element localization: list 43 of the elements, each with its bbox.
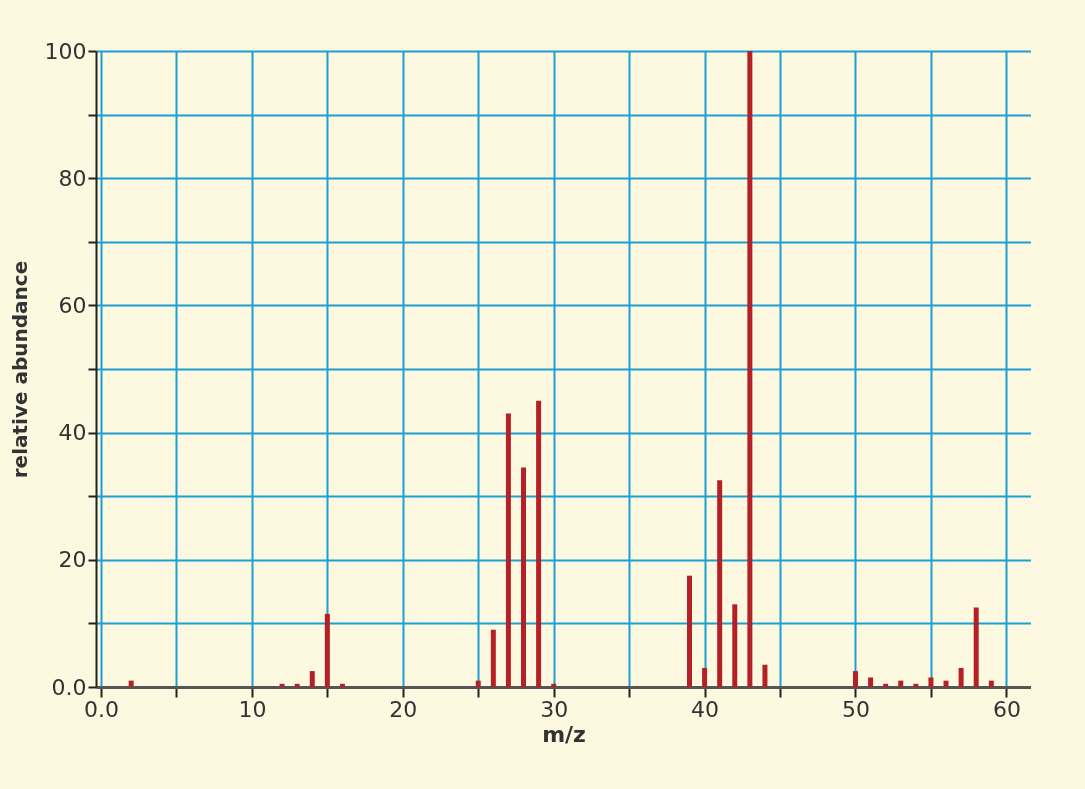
- bar: [732, 604, 738, 687]
- x-tick-label: 10: [238, 696, 267, 722]
- bar: [958, 667, 964, 687]
- bar: [928, 677, 934, 687]
- y-tick-label: 60: [58, 292, 87, 318]
- bar: [279, 683, 285, 687]
- bar: [551, 683, 557, 687]
- bar: [521, 467, 527, 687]
- x-tick-label: 20: [389, 696, 418, 722]
- bar: [973, 607, 979, 687]
- bar: [747, 51, 753, 687]
- bar: [339, 683, 345, 687]
- x-tick-label: 0.0: [84, 696, 119, 722]
- y-tick-label: 0.0: [51, 674, 87, 700]
- x-tick-label: 30: [540, 696, 569, 722]
- x-axis-title: m/z: [542, 721, 586, 747]
- bar: [717, 480, 723, 687]
- bar: [490, 629, 496, 687]
- bar: [294, 683, 300, 687]
- x-tick-label: 40: [691, 696, 720, 722]
- x-tick-label: 60: [992, 696, 1021, 722]
- y-tick-label: 20: [58, 547, 87, 573]
- bar: [687, 575, 692, 687]
- bar: [943, 680, 949, 687]
- bar: [536, 400, 542, 687]
- bar: [128, 680, 134, 687]
- bar: [309, 671, 315, 687]
- bar: [852, 671, 858, 687]
- y-axis-title: relative abundance: [7, 260, 32, 479]
- bar: [883, 683, 889, 687]
- y-tick-label: 40: [58, 420, 87, 446]
- bar: [475, 680, 481, 687]
- bar: [505, 413, 511, 687]
- x-tick-label: 50: [841, 696, 870, 722]
- y-tick-label: 80: [58, 165, 87, 191]
- bar: [898, 680, 904, 687]
- bar: [868, 677, 874, 687]
- bar: [988, 680, 994, 687]
- bar: [702, 667, 708, 687]
- bar: [913, 683, 919, 687]
- y-tick-label: 100: [44, 38, 87, 64]
- bar: [762, 664, 768, 687]
- bar: [324, 613, 330, 687]
